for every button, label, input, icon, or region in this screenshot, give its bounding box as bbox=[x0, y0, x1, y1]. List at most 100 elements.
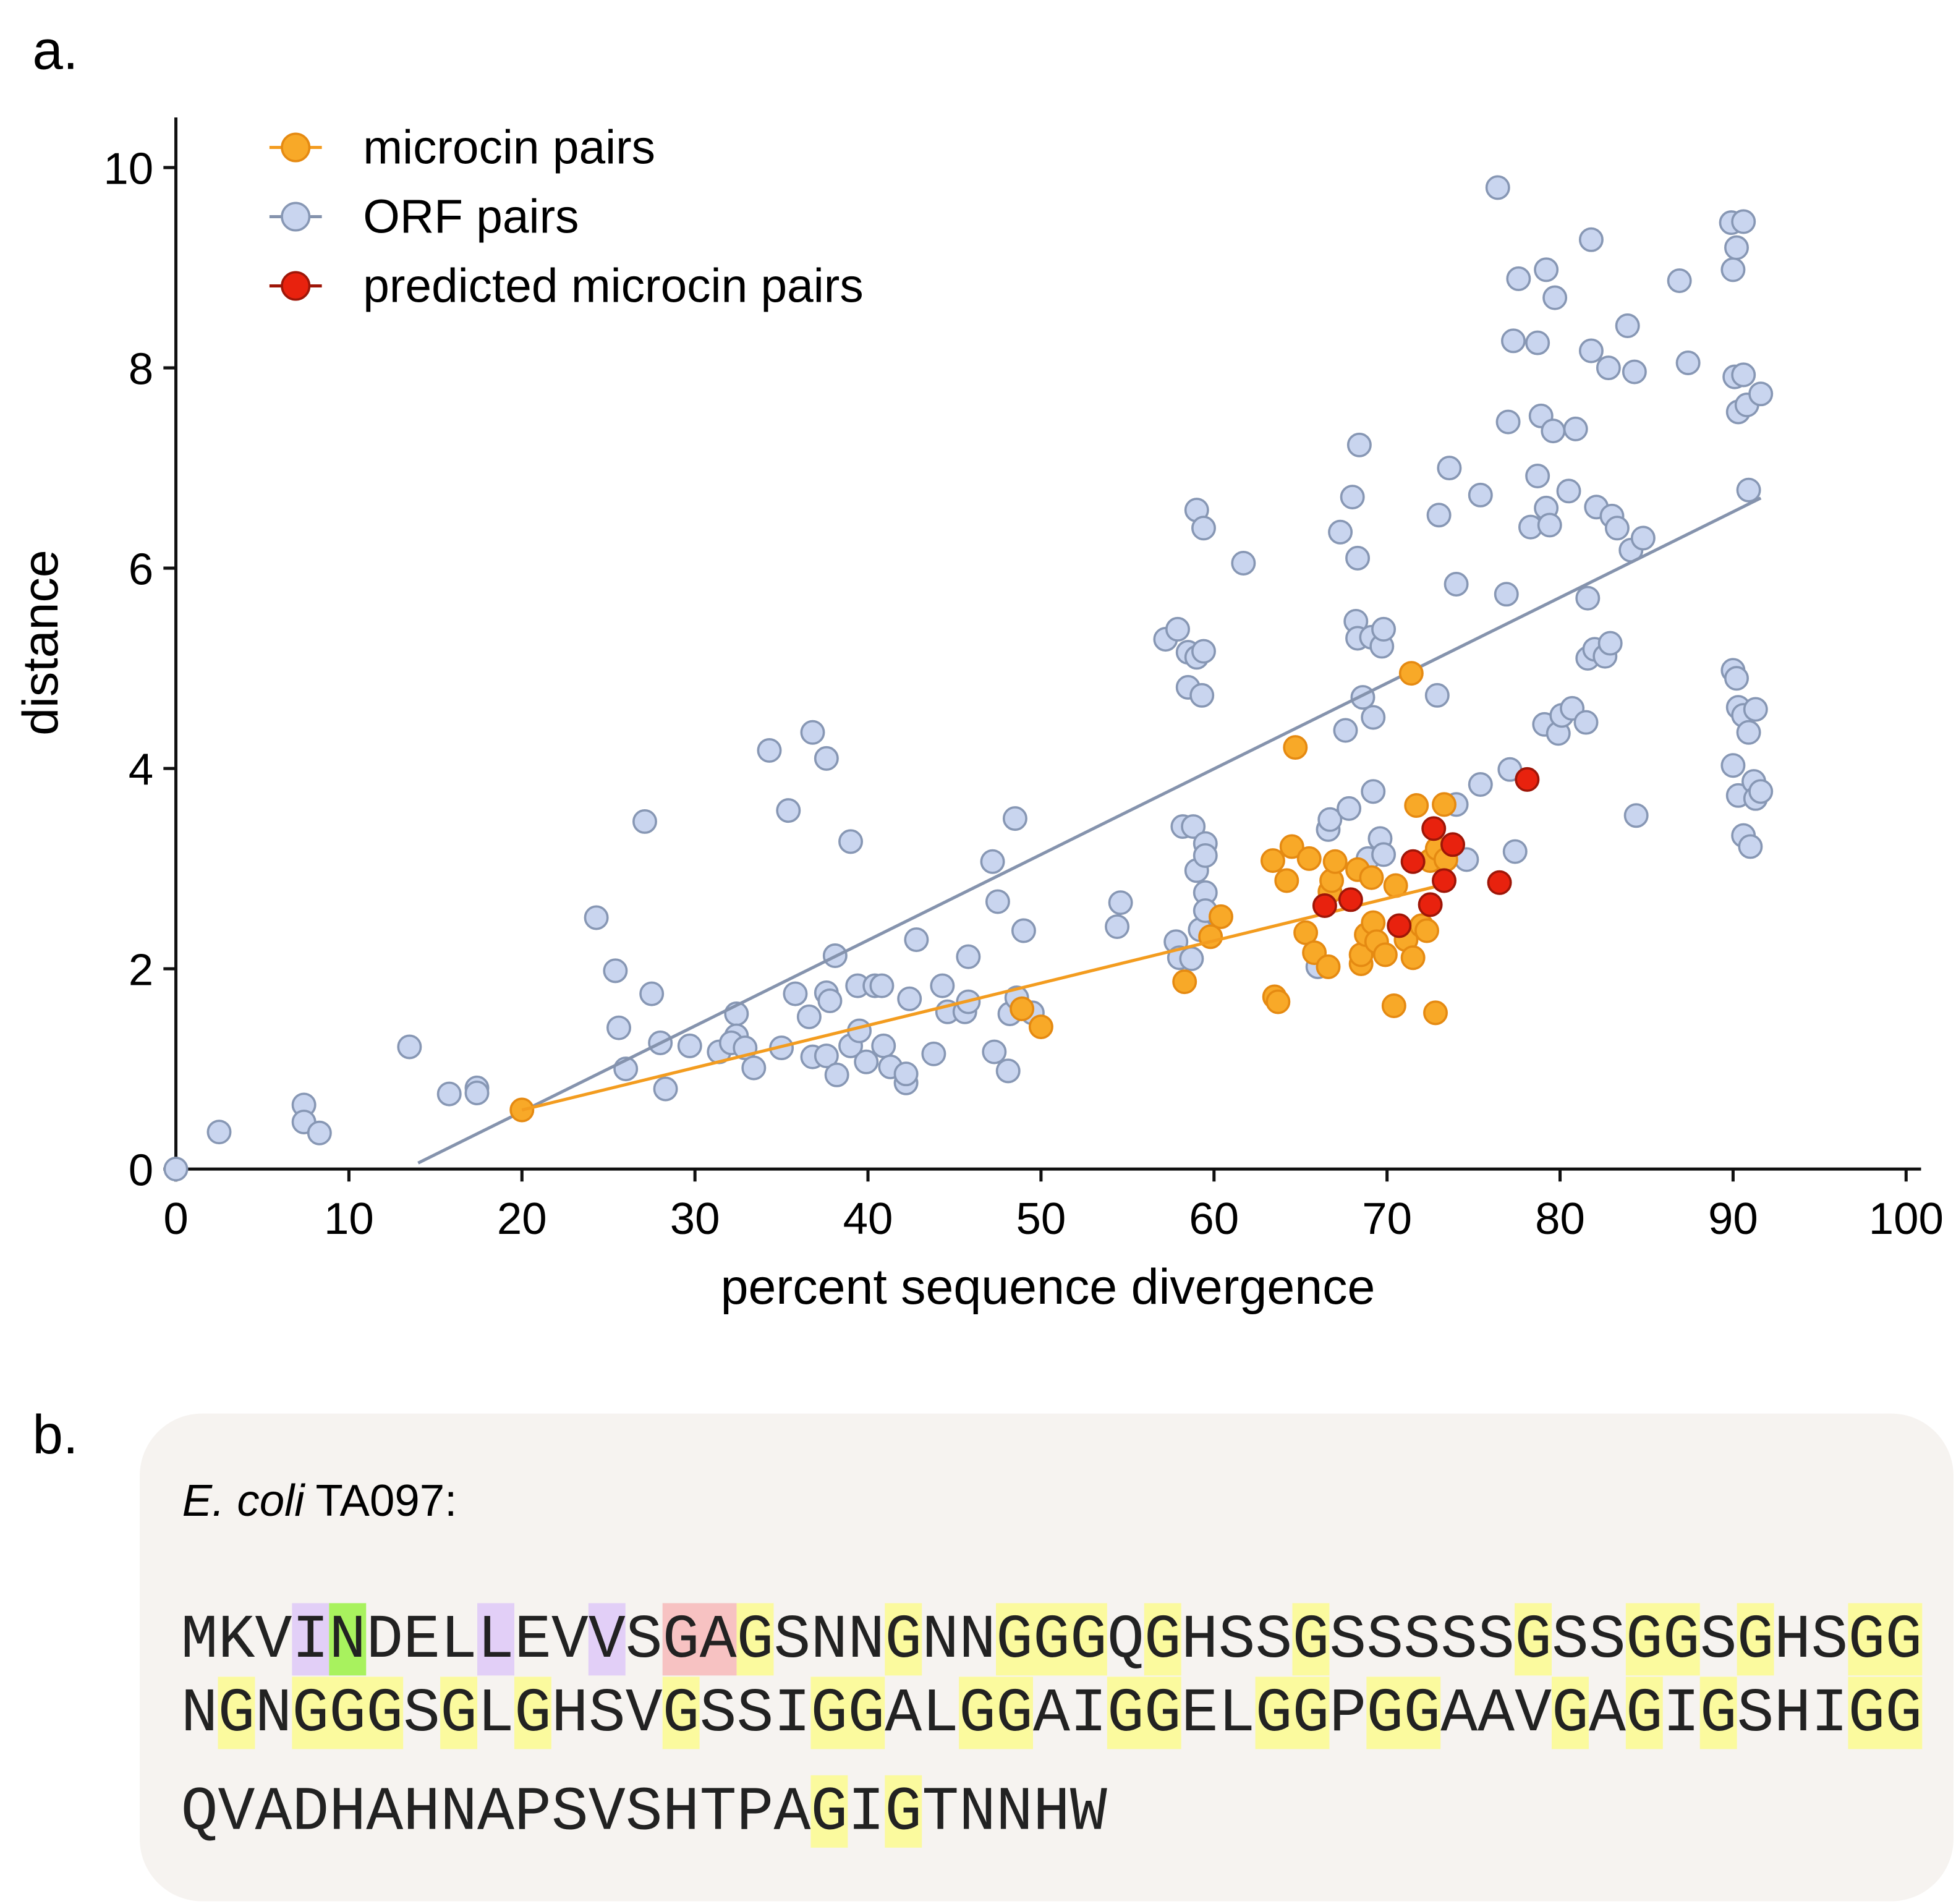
strain-species: E. coli bbox=[182, 1476, 306, 1526]
sequence-segment: L bbox=[477, 1605, 514, 1675]
residue-highlight bbox=[885, 1603, 922, 1676]
sequence-segment: G bbox=[663, 1679, 700, 1749]
legend-marker bbox=[281, 202, 311, 232]
residue-highlight bbox=[1292, 1603, 1330, 1676]
point bbox=[1181, 814, 1206, 839]
residue-highlight bbox=[292, 1603, 330, 1676]
point bbox=[1193, 843, 1218, 869]
sequence-segment: GG bbox=[1848, 1605, 1922, 1675]
point bbox=[1322, 849, 1348, 874]
sequence-segment: I bbox=[292, 1605, 329, 1675]
point bbox=[1337, 796, 1362, 821]
point bbox=[1338, 887, 1363, 912]
point bbox=[1361, 779, 1386, 804]
point bbox=[1604, 516, 1630, 541]
trend-line bbox=[521, 885, 1436, 1111]
point bbox=[1340, 485, 1365, 510]
residue-highlight bbox=[1625, 1677, 1663, 1749]
point bbox=[1468, 482, 1493, 508]
point bbox=[1231, 550, 1256, 576]
point bbox=[1736, 720, 1761, 745]
point bbox=[956, 944, 981, 969]
x-tick-label: 30 bbox=[670, 1194, 720, 1244]
point bbox=[1333, 718, 1358, 743]
residue-highlight bbox=[1255, 1677, 1330, 1749]
point bbox=[1556, 478, 1581, 504]
point bbox=[1398, 661, 1424, 686]
residue-highlight bbox=[1848, 1603, 1923, 1676]
sequence-segment: GG bbox=[810, 1679, 885, 1749]
sequence-segment: G bbox=[1626, 1679, 1663, 1749]
point bbox=[741, 1055, 767, 1081]
point bbox=[1615, 313, 1640, 339]
point bbox=[1578, 338, 1604, 363]
point bbox=[1630, 525, 1656, 551]
sequence-segment: GG bbox=[1366, 1679, 1440, 1749]
residue-highlight bbox=[1737, 1603, 1774, 1676]
point bbox=[632, 809, 657, 834]
point bbox=[1437, 456, 1462, 481]
x-tick-label: 0 bbox=[163, 1194, 188, 1244]
sequence-segment: G bbox=[218, 1679, 255, 1749]
point bbox=[1414, 918, 1440, 943]
point bbox=[783, 981, 808, 1006]
point bbox=[1515, 767, 1540, 792]
point bbox=[817, 988, 843, 1013]
sequence-segment: S bbox=[403, 1679, 440, 1749]
sequence-segment: HSS bbox=[1181, 1605, 1293, 1675]
x-tick-label: 80 bbox=[1535, 1194, 1585, 1244]
residue-highlight bbox=[1699, 1677, 1737, 1749]
x-tick-label: 10 bbox=[324, 1194, 374, 1244]
point bbox=[1404, 793, 1429, 818]
sequence-segment: S bbox=[1700, 1605, 1737, 1675]
x-tick-label: 100 bbox=[1869, 1194, 1944, 1244]
residue-highlight bbox=[885, 1775, 922, 1848]
point bbox=[982, 1039, 1007, 1065]
point bbox=[1372, 942, 1398, 967]
strain-id: TA097: bbox=[316, 1476, 457, 1526]
point bbox=[1387, 913, 1412, 938]
sequence-segment: G bbox=[440, 1679, 477, 1749]
sequence-segment: V bbox=[589, 1605, 626, 1675]
point bbox=[1468, 772, 1493, 797]
point bbox=[509, 1097, 535, 1123]
point bbox=[800, 720, 825, 745]
y-tick-label: 10 bbox=[103, 143, 153, 193]
sequence-segment: SNN bbox=[773, 1605, 885, 1675]
residue-highlight bbox=[736, 1603, 774, 1676]
point bbox=[1444, 572, 1469, 597]
legend-label: ORF pairs bbox=[363, 191, 579, 244]
point bbox=[1487, 870, 1512, 895]
sequence-segment: G bbox=[1700, 1679, 1737, 1749]
panel-label: a. bbox=[32, 19, 78, 80]
point bbox=[639, 981, 665, 1006]
sequence-segment: I bbox=[848, 1778, 885, 1848]
point bbox=[1724, 666, 1749, 691]
point bbox=[1541, 419, 1566, 444]
point bbox=[904, 927, 929, 953]
point bbox=[1328, 519, 1353, 545]
point bbox=[1623, 803, 1649, 828]
point bbox=[757, 737, 782, 763]
sequence-segment: GG bbox=[1107, 1679, 1181, 1749]
sequence-segment: NN bbox=[922, 1605, 996, 1675]
sequence-segment: MKV bbox=[181, 1605, 292, 1675]
point bbox=[1172, 969, 1197, 995]
sequence-segment: G bbox=[514, 1679, 551, 1749]
point bbox=[1748, 779, 1774, 804]
y-tick-label: 8 bbox=[129, 344, 153, 394]
residue-highlight bbox=[810, 1677, 885, 1749]
residue-highlight bbox=[477, 1603, 514, 1676]
point bbox=[1108, 890, 1133, 916]
panel-label: b. bbox=[32, 1404, 78, 1465]
sequence-segment: QVADHAHNAPSVSHTPA bbox=[181, 1778, 811, 1848]
x-tick-label: 90 bbox=[1708, 1194, 1758, 1244]
point bbox=[653, 1076, 678, 1102]
point bbox=[1011, 918, 1036, 943]
point bbox=[776, 798, 801, 823]
point bbox=[921, 1041, 946, 1066]
point bbox=[1525, 330, 1550, 355]
point bbox=[1675, 350, 1701, 375]
point bbox=[995, 1058, 1021, 1084]
point bbox=[1534, 257, 1559, 283]
